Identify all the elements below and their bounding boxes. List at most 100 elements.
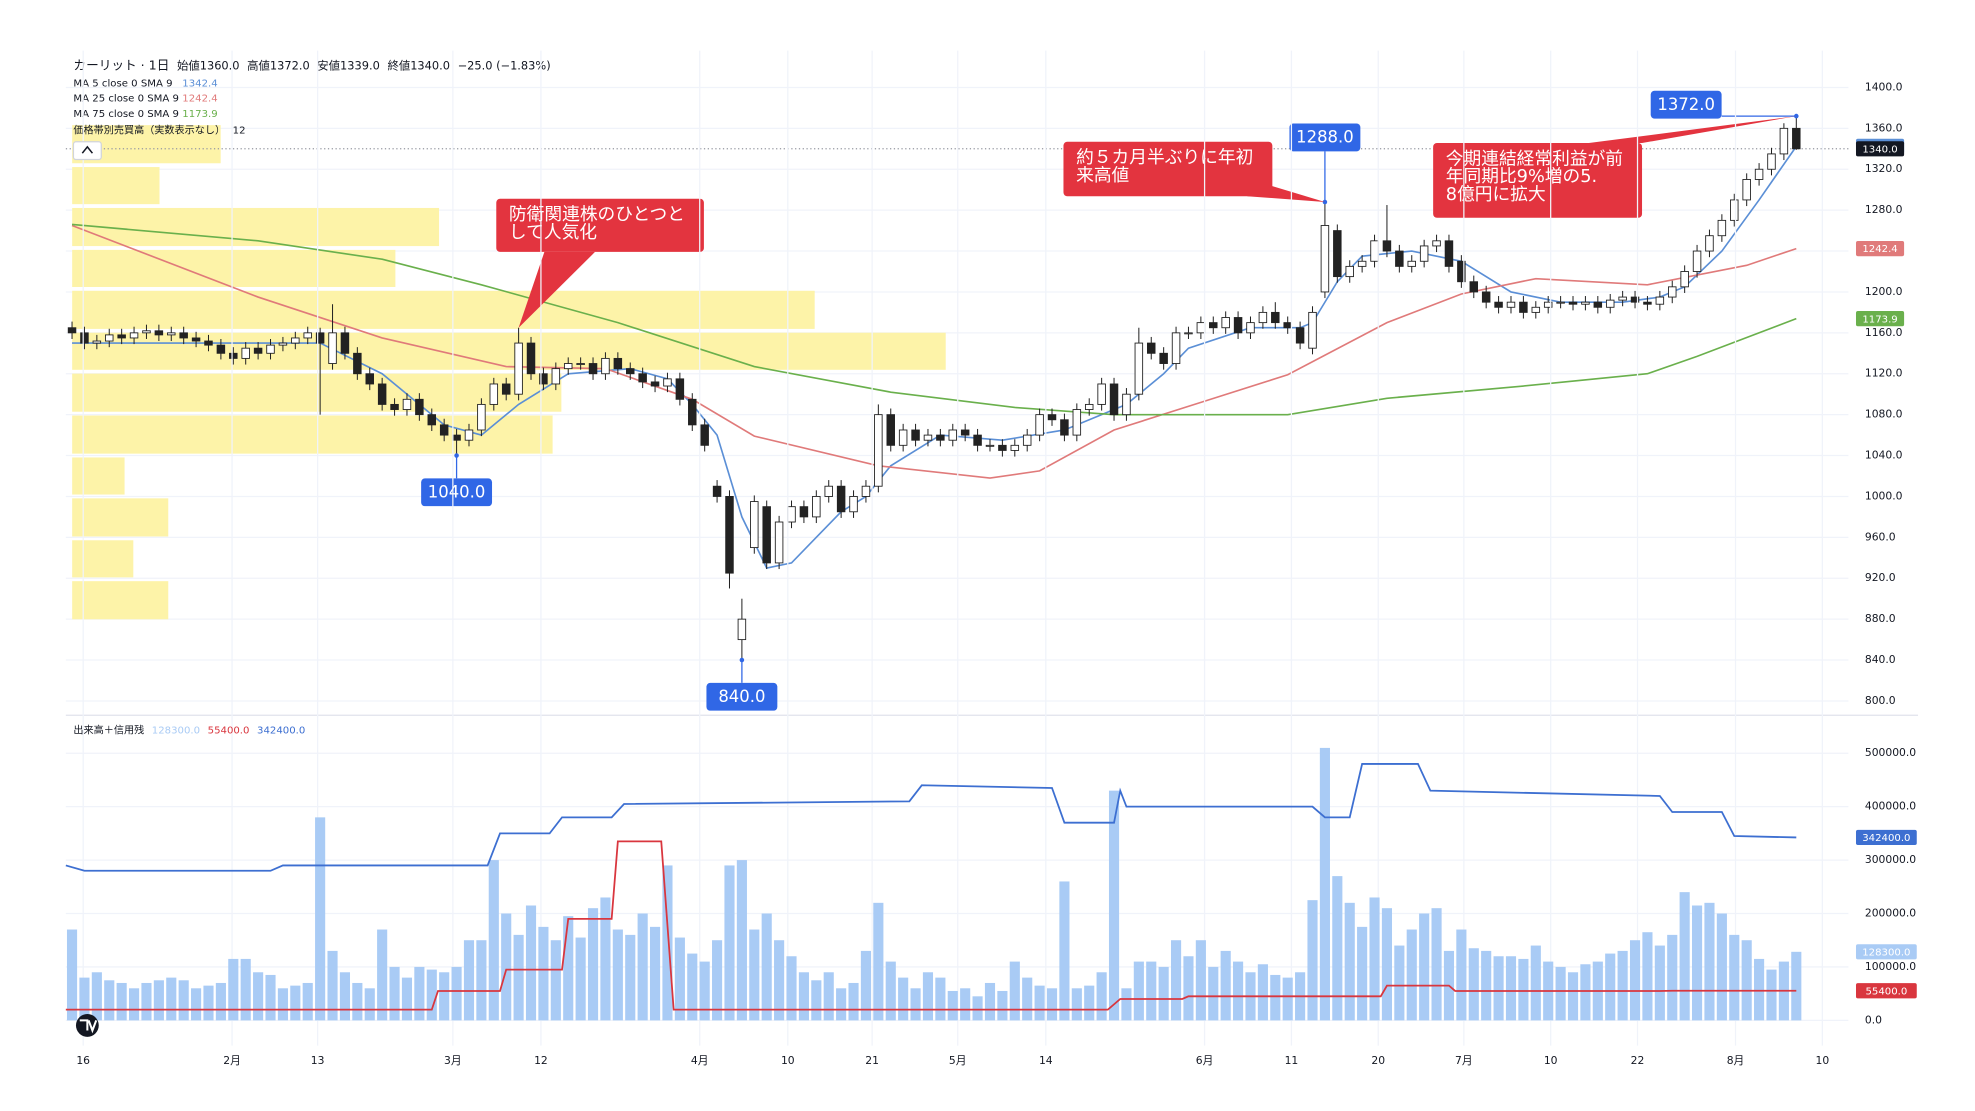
volume-bar [476, 940, 487, 1021]
volume-bar [1667, 934, 1678, 1021]
volume-bar [625, 934, 636, 1021]
candle-body [626, 368, 635, 375]
y-tick-label: 800.0 [1865, 694, 1896, 707]
legend-value: 1173.9 [182, 109, 217, 120]
x-tick-label: 13 [311, 1054, 325, 1067]
candle-body [1730, 199, 1739, 221]
legend-value: 55400.0 [208, 725, 250, 736]
volume-bar [339, 972, 351, 1021]
volume-bar [687, 953, 698, 1021]
volume-bar [935, 977, 946, 1021]
callout-box [1650, 90, 1722, 119]
ohlc-value: 終値1340.0 [387, 58, 450, 72]
volume-bar [1319, 747, 1330, 1021]
candle-body [489, 383, 499, 405]
candle-body [1419, 245, 1429, 262]
volume-bar [1121, 988, 1132, 1021]
volume-bar [488, 860, 499, 1021]
volume-bar [1059, 881, 1070, 1021]
candle-body [874, 414, 883, 487]
collapse-button[interactable] [72, 141, 102, 161]
candle-body [1519, 301, 1528, 313]
candle-body [1494, 301, 1503, 308]
volume-bar [463, 940, 475, 1021]
volume-bar [1133, 961, 1144, 1021]
volume-bar [823, 972, 834, 1021]
candle-body [253, 347, 263, 354]
volume-bar [128, 988, 140, 1021]
candle-body [923, 434, 933, 441]
candle-body [439, 424, 449, 436]
note-text: 今期連結経常利益が前 [1446, 149, 1623, 170]
volume-bar [439, 972, 450, 1021]
candle-body [1543, 301, 1553, 308]
candle-body [1457, 260, 1466, 283]
volume-bar [984, 982, 996, 1021]
legend-label: MA 25 close 0 SMA 9 [73, 94, 179, 105]
note-box [1063, 141, 1273, 197]
chevron-icon[interactable] [81, 145, 94, 154]
volume-bar [513, 934, 524, 1021]
callout-dot [454, 453, 459, 458]
candle-body [1593, 301, 1603, 308]
volume-bar [538, 926, 549, 1021]
volume-bar [401, 977, 413, 1021]
volume-bar [1158, 966, 1169, 1021]
candle-body [291, 337, 300, 344]
candle-body [675, 378, 685, 400]
candle-body [650, 381, 660, 387]
candle-body [551, 368, 561, 385]
volume-bar [66, 929, 78, 1021]
volume-bar [451, 966, 462, 1021]
note-box [1433, 143, 1643, 218]
logo [75, 1014, 99, 1037]
candle-body [836, 485, 846, 513]
volume-bar [203, 985, 214, 1021]
note-text: 年同期比9%増の5. [1446, 166, 1597, 187]
candle-body [1792, 127, 1801, 150]
x-tick-label: 22 [1631, 1054, 1645, 1067]
candle-body [1556, 301, 1565, 304]
candle-body [1171, 332, 1181, 364]
candle-body [1308, 311, 1317, 349]
legend-label: MA 75 close 0 SMA 9 [73, 109, 179, 120]
candle-body [960, 429, 970, 436]
volume-bar [178, 980, 189, 1021]
volume-bar [141, 982, 152, 1021]
candle-body [377, 383, 387, 405]
candle-body [1060, 419, 1069, 436]
candle-body [129, 332, 139, 339]
volume-bar [1518, 958, 1529, 1021]
candle-body [1779, 127, 1789, 155]
volume-bar [1357, 926, 1368, 1021]
volume-bar [997, 990, 1008, 1021]
y-tick-label: 1400.0 [1865, 80, 1903, 93]
volume-bar [1282, 977, 1293, 1021]
callout-label: 840.0 [718, 687, 765, 706]
volume-bar [1431, 908, 1442, 1021]
candle-body [464, 429, 474, 441]
axis-tag-label: 342400.0 [1862, 833, 1910, 844]
volume-bar [1468, 948, 1479, 1021]
candle-body [737, 618, 747, 641]
legend-label: 価格帯別売買高（実数表示なし） [73, 123, 225, 136]
legend-value: 12 [233, 125, 246, 136]
candle-body [1630, 296, 1640, 303]
volume-bar [79, 977, 90, 1021]
volume-bar [1096, 972, 1107, 1021]
callout-label: 1040.0 [428, 482, 486, 501]
volume-bar [1741, 940, 1752, 1021]
candle-body [563, 363, 573, 370]
x-tick-label: 12 [534, 1054, 548, 1067]
x-tick-label: 20 [1371, 1054, 1385, 1067]
candle-body [911, 429, 920, 441]
button-box[interactable] [72, 141, 102, 161]
candle-body [898, 429, 908, 446]
volume-bar [315, 817, 326, 1021]
volume-bar [910, 988, 921, 1021]
candle-body [328, 332, 337, 364]
candle-body [1246, 322, 1255, 334]
volume-bar [1332, 876, 1343, 1021]
callout-label: 1372.0 [1657, 95, 1715, 114]
